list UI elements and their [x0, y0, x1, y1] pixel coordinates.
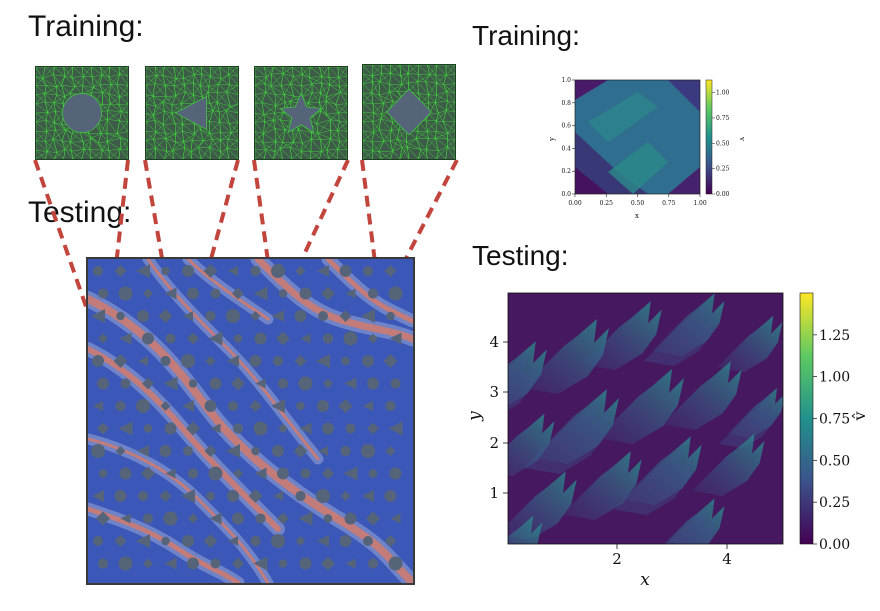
training-colorbar	[705, 79, 713, 195]
training-cbar-tick: 1.00	[716, 90, 730, 97]
testing-cbar-tick: 0.00	[819, 537, 850, 553]
test-domain-field	[86, 257, 415, 585]
left-testing-heading: Testing:	[28, 196, 132, 229]
testing-ytick: 3	[489, 383, 499, 401]
testing-xtick: 2	[612, 550, 622, 568]
training-cbar-tick: 0.75	[716, 115, 730, 122]
mesh-tile-circle	[35, 66, 129, 160]
training-heatmap: 0.00.20.40.60.81.0 0.00 0.25 0.50 0.75 1.00 …	[548, 77, 746, 220]
testing-colorbar-label: v̂	[850, 411, 869, 421]
training-ytick: 0.2	[561, 168, 571, 175]
training-cbar-tick: 0.25	[716, 166, 730, 173]
training-colorbar-label: v	[738, 136, 746, 141]
right-testing-heading: Testing:	[472, 240, 569, 271]
training-ytick: 0.8	[561, 100, 571, 107]
training-cbar-tick: 0.50	[716, 140, 730, 147]
testing-cbar-tick: 1.00	[819, 370, 850, 386]
triangle-hole	[174, 95, 207, 131]
mesh-tile-diamond	[362, 64, 456, 160]
training-cbar-tick: 0.00	[716, 191, 730, 198]
training-xlabel: x	[635, 212, 639, 220]
training-ytick: 0.0	[561, 191, 571, 198]
testing-ylabel: y	[465, 411, 485, 422]
testing-xtick: 4	[722, 550, 732, 568]
training-xtick: 1.00	[693, 200, 707, 207]
circle-hole	[62, 93, 102, 133]
testing-cbar-tick: 1.25	[819, 328, 850, 344]
mesh-tile-triangle	[145, 66, 239, 160]
testing-ytick: 2	[489, 434, 499, 452]
training-xtick: 0.75	[662, 200, 676, 207]
training-ylabel: y	[548, 137, 556, 142]
training-xtick: 0.50	[631, 200, 645, 207]
left-training-heading: Training:	[28, 10, 144, 43]
diamond-hole	[386, 88, 432, 136]
testing-xlabel: x	[640, 570, 650, 590]
testing-colorbar	[799, 292, 814, 545]
testing-heatmap: 1 2 3 4 2 4 y x 0.00 0.25 0.50 0.75 1.00 1.25 v̂	[465, 292, 869, 590]
training-ytick: 1.0	[561, 77, 571, 84]
testing-cbar-tick: 0.75	[819, 412, 850, 428]
training-xtick: 0.00	[568, 200, 582, 207]
testing-ytick: 4	[489, 333, 499, 351]
testing-ytick: 1	[489, 484, 499, 502]
training-ytick: 0.4	[561, 145, 571, 152]
star-hole	[279, 92, 323, 133]
right-training-heading: Training:	[472, 20, 580, 51]
training-ytick: 0.6	[561, 123, 571, 130]
testing-cbar-tick: 0.25	[819, 495, 850, 511]
testing-cbar-tick: 0.50	[819, 453, 850, 469]
training-xtick: 0.25	[600, 200, 614, 207]
mesh-tile-star	[254, 66, 348, 160]
